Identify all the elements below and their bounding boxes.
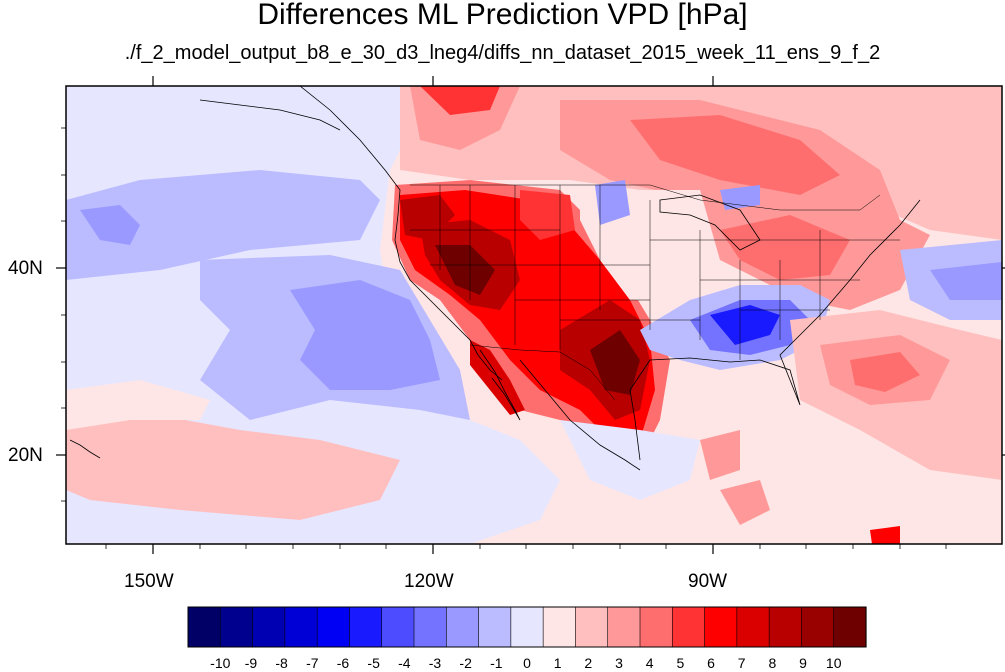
colorbar-tick-label: 0 — [523, 655, 531, 671]
field-layer — [66, 86, 1002, 544]
colorbar-swatch — [801, 606, 835, 648]
colorbar-tick-label: -7 — [306, 655, 319, 671]
colorbar-swatch — [413, 606, 447, 648]
region-pacific-south-lightred — [66, 380, 210, 430]
lon-label-150w: 150W — [124, 571, 174, 592]
colorbar-swatch — [542, 606, 577, 648]
region-lakes-blue — [595, 180, 630, 225]
colorbar-tick-label: 2 — [584, 655, 593, 671]
minor-ticks — [61, 127, 947, 549]
colorbar-swatch — [575, 606, 609, 648]
colorbar-swatch — [187, 606, 221, 648]
colorbar-tick-label: -5 — [367, 655, 380, 671]
colorbar-swatch — [381, 606, 415, 648]
colorbar-tick-label: -6 — [336, 655, 350, 671]
region-nw-darkred — [400, 195, 455, 240]
alaska-line — [199, 99, 341, 131]
colorbar-tick-label: -8 — [275, 655, 288, 671]
lat-label-40n: 40N — [8, 258, 43, 279]
axis-ticks — [56, 76, 1005, 554]
great-lakes-line — [659, 194, 761, 251]
colorbar-tick-label: -2 — [459, 655, 472, 671]
region-pacific-south-red — [66, 410, 400, 520]
region-pacific-blue-core — [290, 280, 440, 390]
map-title: Differences ML Prediction VPD [hPa] — [257, 0, 748, 31]
hawaii-line — [69, 439, 101, 459]
region-ohio-red — [720, 215, 850, 280]
colorbar-swatch — [316, 606, 351, 648]
colorbar-swatch — [478, 606, 512, 648]
region-atlantic-red-strong — [850, 352, 920, 392]
colorbar-tick-label: 8 — [768, 655, 777, 671]
colorbar-tick-label: -4 — [398, 655, 411, 671]
state-lines-west — [410, 185, 700, 350]
colorbar-swatch — [671, 606, 706, 648]
colorbar-swatch — [639, 606, 673, 648]
colorbar — [187, 606, 867, 648]
colorbar-tick-label: -10 — [210, 655, 231, 671]
colorbar-tick-label: 7 — [737, 655, 746, 671]
lon-label-90w: 90W — [688, 571, 728, 592]
colorbar-swatch — [704, 606, 738, 648]
coastlines — [69, 86, 921, 471]
colorbar-tick-label: -1 — [490, 655, 503, 671]
lon-label-120w: 120W — [404, 571, 454, 592]
colorbar-swatch — [736, 606, 770, 648]
us-mexico-border — [469, 344, 616, 401]
colorbar-swatch — [349, 606, 383, 648]
colorbar-swatch — [252, 606, 286, 648]
colorbar-swatch — [219, 606, 254, 648]
colorbar-swatch — [833, 606, 867, 648]
colorbar-tick-label: 5 — [676, 655, 685, 671]
mexico-west-coast-line — [519, 359, 641, 471]
region-south-red-patch — [870, 526, 900, 544]
region-atlantic-blue-core — [930, 262, 1002, 300]
colorbar-tick-label: 1 — [553, 655, 562, 671]
us-canada-border — [410, 184, 881, 211]
map-subtitle: ./f_2_model_output_b8_e_30_d3_lneg4/diff… — [124, 42, 881, 64]
region-canada-east-strong — [630, 115, 840, 195]
colorbar-swatch — [768, 606, 803, 648]
region-caribbean-red-2 — [720, 480, 770, 525]
colorbar-tick-label: 4 — [645, 655, 654, 671]
baja-coast-line — [479, 349, 521, 421]
colorbar-swatch — [510, 606, 544, 648]
gulf-coast-line — [629, 199, 921, 461]
colorbar-tick-label: 3 — [615, 655, 623, 671]
colorbar-tick-label: -3 — [428, 655, 442, 671]
colorbar-tick-label: 6 — [707, 655, 715, 671]
colorbar-swatch — [445, 606, 480, 648]
state-lines-east — [650, 230, 900, 360]
region-west-deepred — [435, 245, 495, 295]
colorbar-tick-label: 10 — [825, 655, 842, 671]
region-pacific-blue-north — [66, 170, 380, 280]
region-gulf-lightblue — [560, 420, 700, 500]
colorbar-swatch — [284, 606, 318, 648]
region-texas-deepred — [590, 330, 640, 395]
colorbar-tick-label: -9 — [244, 655, 258, 671]
west-coast-line — [299, 86, 503, 381]
lat-label-20n: 20N — [8, 445, 43, 466]
region-pacific-blue-nw — [80, 205, 140, 245]
colorbar-tick-label: 9 — [799, 655, 807, 671]
region-southeast-darkblue — [710, 305, 780, 345]
state-borders — [410, 184, 900, 401]
region-canada-top-strong — [420, 86, 500, 115]
colorbar-swatch — [607, 606, 641, 648]
region-caribbean-red — [700, 430, 740, 480]
region-north-plains-red — [520, 190, 575, 240]
colorbar-frame — [187, 606, 867, 648]
